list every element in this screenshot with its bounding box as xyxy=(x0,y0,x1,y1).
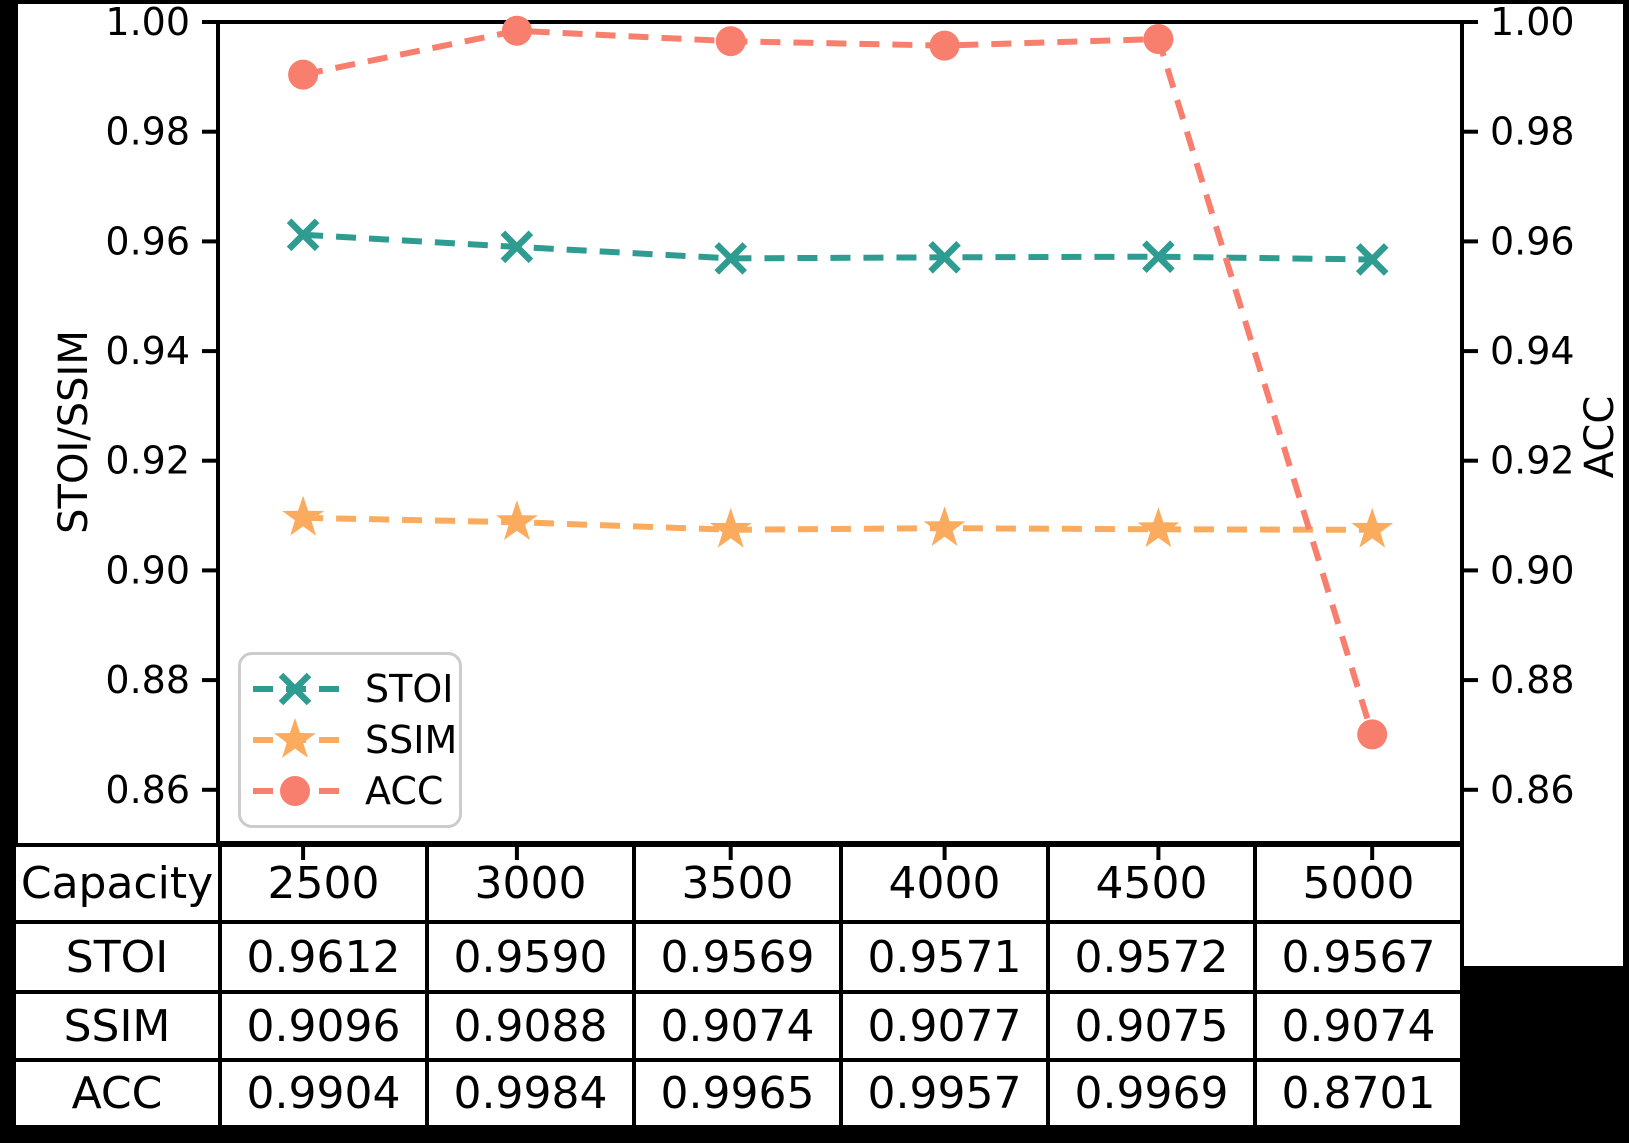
table-row-label: ACC xyxy=(12,1058,222,1129)
table-value-cell: 0.9569 xyxy=(632,920,843,994)
table-row-label: STOI xyxy=(12,920,222,994)
table-header-cell: 4000 xyxy=(839,843,1050,924)
ssim-line-marker-icon xyxy=(253,717,349,758)
table-value-cell: 0.9904 xyxy=(218,1058,429,1129)
table-header-cell: 5000 xyxy=(1253,843,1464,924)
table-header-cell: 3500 xyxy=(632,843,843,924)
table-header-row: Capacity 2500 3000 3500 4000 4500 5000 xyxy=(12,843,1464,924)
table-value-cell: 0.9965 xyxy=(632,1058,843,1129)
y-axis-label-left: STOI/SSIM xyxy=(51,330,97,534)
table-value-cell: 0.9612 xyxy=(218,920,429,994)
table-header-cell: 2500 xyxy=(218,843,429,924)
table-header-cell: 4500 xyxy=(1046,843,1257,924)
table-row: STOI 0.9612 0.9590 0.9569 0.9571 0.9572 0.9567 xyxy=(12,920,1464,994)
table-value-cell: 0.9075 xyxy=(1046,990,1257,1062)
table-row: SSIM 0.9096 0.9088 0.9074 0.9077 0.9075 0.9074 xyxy=(12,990,1464,1062)
legend-entry-acc: ACC xyxy=(251,766,455,816)
table-corner-cell: Capacity xyxy=(12,843,222,924)
table-value-cell: 0.9590 xyxy=(425,920,636,994)
table-value-cell: 0.9567 xyxy=(1253,920,1464,994)
table-value-cell: 0.9957 xyxy=(839,1058,1050,1129)
legend-label-ssim: SSIM xyxy=(365,717,458,762)
legend-label-stoi: STOI xyxy=(365,666,454,711)
table-value-cell: 0.9571 xyxy=(839,920,1050,994)
table-row: ACC 0.9904 0.9984 0.9965 0.9957 0.9969 0.8701 xyxy=(12,1058,1464,1129)
legend-entry-stoi: STOI xyxy=(251,664,455,714)
table-header-cell: 3000 xyxy=(425,843,636,924)
table-value-cell: 0.9088 xyxy=(425,990,636,1062)
y-axis-label-right: ACC xyxy=(1577,395,1623,479)
legend-entry-ssim: SSIM xyxy=(251,715,458,765)
legend-label-acc: ACC xyxy=(365,769,444,814)
table-value-cell: 0.9077 xyxy=(839,990,1050,1062)
table-value-cell: 0.8701 xyxy=(1253,1058,1464,1129)
table-value-cell: 0.9074 xyxy=(632,990,843,1062)
chart-legend: STOI SSIM ACC xyxy=(238,652,462,828)
table-row-label: SSIM xyxy=(12,990,222,1062)
table-value-cell: 0.9969 xyxy=(1046,1058,1257,1129)
metrics-table: Capacity 2500 3000 3500 4000 4500 5000 STOI 0.96… xyxy=(12,843,1464,1129)
table-value-cell: 0.9096 xyxy=(218,990,429,1062)
acc-line-marker-icon xyxy=(253,776,349,807)
stoi-line-marker-icon xyxy=(253,672,349,705)
table-value-cell: 0.9572 xyxy=(1046,920,1257,994)
table-value-cell: 0.9074 xyxy=(1253,990,1464,1062)
table-value-cell: 0.9984 xyxy=(425,1058,636,1129)
table-body: Capacity 2500 3000 3500 4000 4500 5000 STOI 0.96… xyxy=(12,843,1464,1129)
